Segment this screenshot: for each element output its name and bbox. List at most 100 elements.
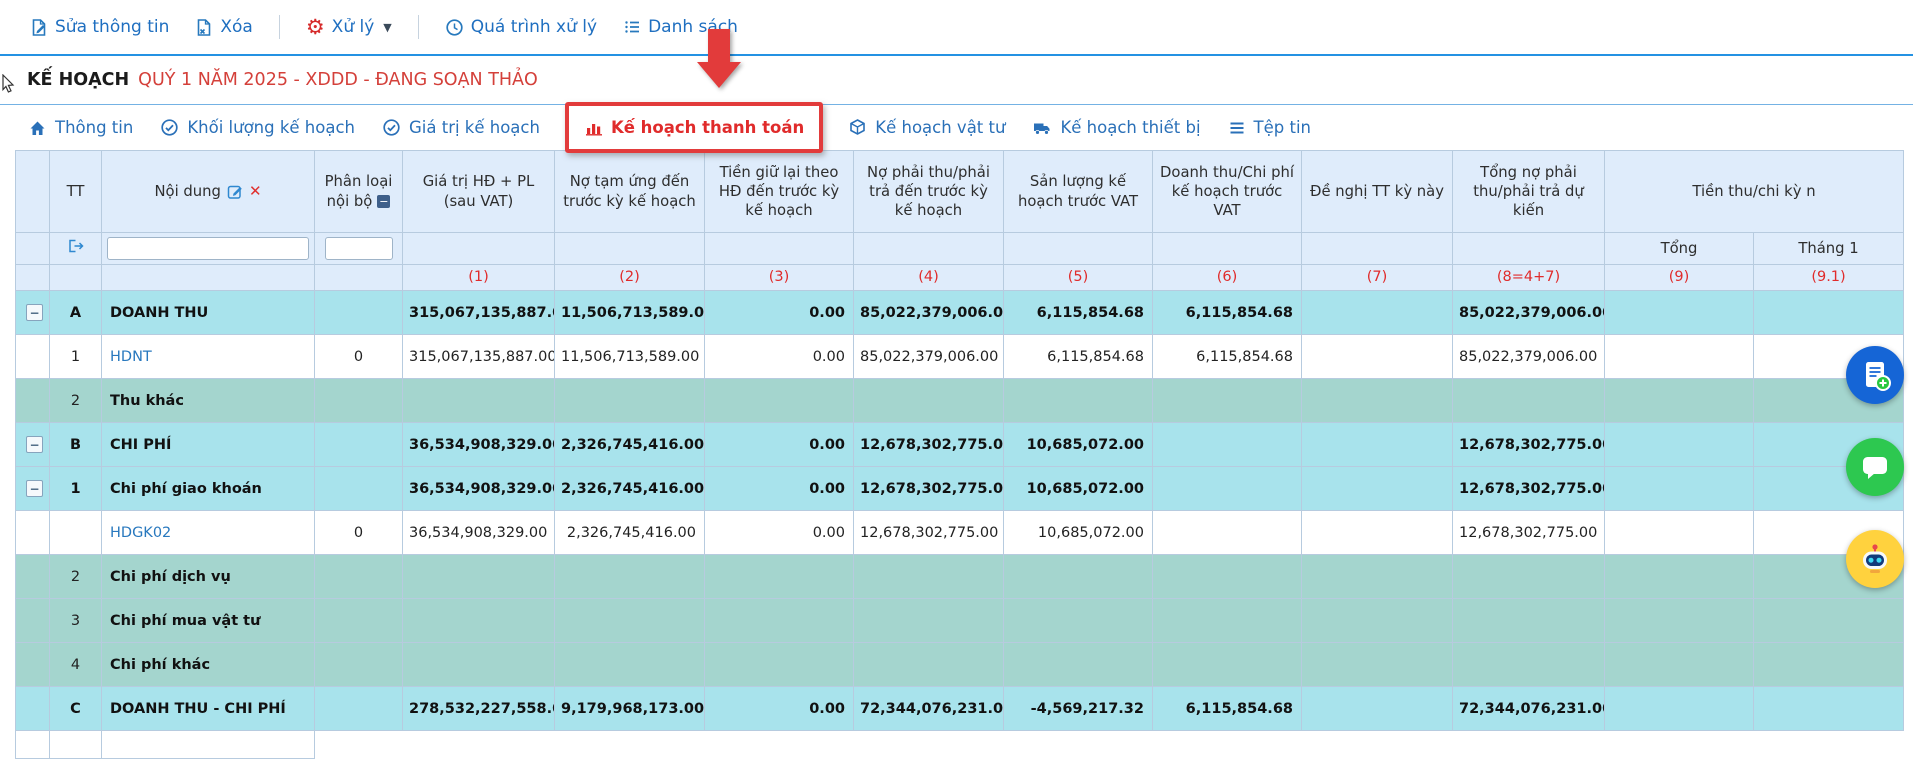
- contract-link[interactable]: HDGK02: [110, 524, 172, 541]
- tab-ke-hoach-thiet-bi[interactable]: Kế hoạch thiết bị: [1032, 118, 1201, 137]
- row-number-cell: 3: [49, 598, 102, 643]
- table-row: 4 Chi phí khác: [15, 642, 1905, 687]
- package-icon: [850, 119, 866, 135]
- value-cell: [704, 642, 854, 687]
- value-cell: [704, 598, 854, 643]
- number-cell: (3): [704, 264, 854, 291]
- title-bar: KẾ HOẠCH QUÝ 1 NĂM 2025 - XDDD - ĐANG SO…: [0, 56, 1913, 104]
- tab-gia-tri-ke-hoach[interactable]: Giá trị kế hoạch: [382, 118, 540, 137]
- row-number-cell: C: [49, 686, 102, 731]
- noi-dung-filter-input[interactable]: [107, 237, 309, 260]
- row-name-cell: HDNT: [101, 334, 315, 379]
- table-row: − B CHI PHÍ 36,534,908,329.00 2,326,745,416.…: [15, 422, 1905, 467]
- number-cell: (9.1): [1752, 264, 1905, 291]
- value-cell: 72,344,076,231.00: [853, 686, 1004, 731]
- value-cell: [1003, 598, 1153, 643]
- value-cell: [1604, 334, 1754, 379]
- divider: [0, 104, 1913, 105]
- phan-loai-filter-input[interactable]: [324, 237, 393, 260]
- tab-label: Kế hoạch vật tư: [875, 118, 1006, 137]
- subcol-header-thang-1: Tháng 1: [1752, 232, 1905, 265]
- number-cell: (2): [554, 264, 705, 291]
- chat-fab-button[interactable]: [1846, 438, 1904, 496]
- internal-class-cell: [314, 642, 403, 687]
- page-title: KẾ HOẠCH: [27, 70, 130, 90]
- value-cell: 36,534,908,329.00: [402, 466, 555, 511]
- value-cell: [1301, 466, 1453, 511]
- value-cell: [1604, 642, 1754, 687]
- number-cell: (8=4+7): [1452, 264, 1605, 291]
- tab-label: Khối lượng kế hoạch: [187, 118, 355, 137]
- table-row: 2 Thu khác: [15, 378, 1905, 423]
- toolbar-separator: [417, 15, 419, 39]
- collapse-column-icon[interactable]: −: [377, 195, 391, 208]
- expand-cell: [15, 642, 50, 687]
- collapse-row-icon[interactable]: −: [26, 436, 43, 453]
- filter-cell: [314, 232, 403, 265]
- tab-ke-hoach-thanh-toan[interactable]: Kế hoạch thanh toán: [584, 118, 804, 137]
- value-cell: [402, 554, 555, 599]
- collapse-row-icon[interactable]: −: [26, 304, 43, 321]
- row-name-cell: CHI PHÍ: [101, 422, 315, 467]
- edit-column-icon[interactable]: [227, 183, 244, 200]
- value-cell: 12,678,302,775.00: [1452, 510, 1605, 555]
- value-cell: [1301, 686, 1453, 731]
- value-cell: [1452, 554, 1605, 599]
- col-header-label: Phân loại nội bộ: [324, 173, 393, 210]
- col-header-3: Tiền giữ lại theo HĐ đến trước kỳ kế hoạ…: [704, 150, 854, 233]
- internal-class-cell: [314, 554, 403, 599]
- col-header-5: Sản lượng kế hoạch trước VAT: [1003, 150, 1153, 233]
- value-cell: [402, 642, 555, 687]
- check-circle-icon: [161, 119, 178, 136]
- assistant-fab-button[interactable]: [1846, 530, 1904, 588]
- value-cell: [1752, 686, 1905, 731]
- edit-info-button[interactable]: Sửa thông tin: [30, 17, 169, 37]
- value-cell: 0.00: [704, 422, 854, 467]
- tab-ke-hoach-vat-tu[interactable]: Kế hoạch vật tư: [848, 118, 1005, 137]
- expand-column-header: [15, 150, 50, 233]
- value-cell: 315,067,135,887.00: [402, 334, 555, 379]
- list-button[interactable]: Danh sách: [623, 17, 738, 37]
- expand-cell: [15, 686, 50, 731]
- toolbar-label: Quá trình xử lý: [470, 17, 598, 37]
- value-cell: 11,506,713,589.00: [554, 334, 705, 379]
- value-cell: 0.00: [704, 290, 854, 335]
- process-history-button[interactable]: Quá trình xử lý: [445, 17, 597, 37]
- value-cell: 12,678,302,775.00: [1452, 466, 1605, 511]
- number-cell: (4): [853, 264, 1004, 291]
- col-header-8: Tổng nợ phải thu/phải trả dự kiến: [1452, 150, 1605, 233]
- collapse-row-icon[interactable]: −: [26, 480, 43, 497]
- export-button[interactable]: [49, 232, 102, 265]
- expand-cell: −: [15, 466, 50, 511]
- number-cell: (5): [1003, 264, 1153, 291]
- value-cell: [1301, 334, 1453, 379]
- header-row: TT Nội dung ✕ Phân loại nội bộ − Giá trị H…: [15, 150, 1905, 233]
- value-cell: 11,506,713,589.00: [554, 290, 705, 335]
- tab-label: Giá trị kế hoạch: [409, 118, 540, 137]
- expand-cell: [15, 378, 50, 423]
- value-cell: 85,022,379,006.00: [853, 290, 1004, 335]
- process-menu-button[interactable]: ⚙ Xử lý ▼: [306, 16, 392, 38]
- value-cell: [1003, 554, 1153, 599]
- filter-row: Tổng Tháng 1: [15, 232, 1905, 265]
- col-header-7: Đề nghị TT kỳ này: [1301, 150, 1453, 233]
- value-cell: [1752, 642, 1905, 687]
- tab-khoi-luong-ke-hoach[interactable]: Khối lượng kế hoạch: [160, 118, 355, 137]
- row-name-cell: DOANH THU: [101, 290, 315, 335]
- tab-tep-tin[interactable]: Tệp tin: [1228, 118, 1311, 137]
- value-cell: [1152, 510, 1302, 555]
- tab-thong-tin[interactable]: Thông tin: [28, 118, 133, 137]
- toolbar-label: Danh sách: [648, 17, 738, 37]
- clear-column-icon[interactable]: ✕: [248, 182, 262, 201]
- delete-button[interactable]: Xóa: [195, 17, 253, 37]
- row-number-cell: A: [49, 290, 102, 335]
- notes-fab-button[interactable]: [1846, 346, 1904, 404]
- value-cell: [1752, 598, 1905, 643]
- clock-icon: [446, 18, 463, 36]
- list-icon: [625, 21, 640, 33]
- contract-link[interactable]: HDNT: [110, 348, 152, 365]
- value-cell: [1301, 422, 1453, 467]
- number-cell: [15, 264, 50, 291]
- value-cell: [704, 378, 854, 423]
- export-icon: [69, 239, 84, 253]
